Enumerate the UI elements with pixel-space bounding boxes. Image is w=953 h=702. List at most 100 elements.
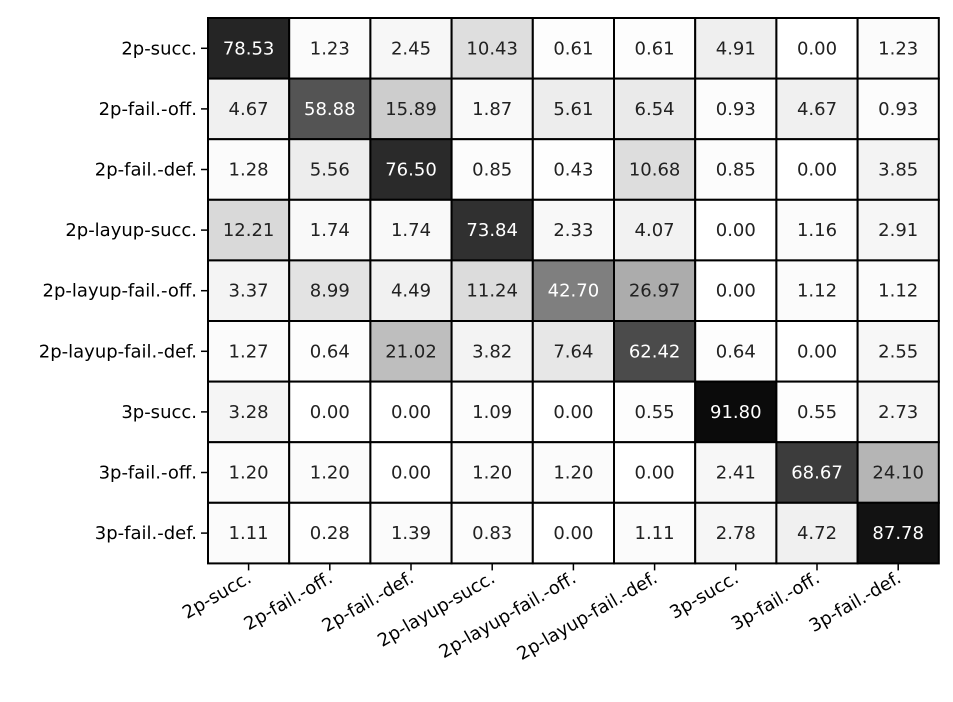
heatmap-cell [207, 441, 291, 504]
cell-value-label: 12.21 [223, 220, 275, 241]
heatmap-cell [613, 441, 697, 504]
row-tick-label: 2p-succ. [121, 38, 197, 59]
cell-value-label: 3.82 [472, 341, 512, 362]
cell-value-label: 4.67 [797, 99, 837, 120]
cell-value-label: 1.27 [229, 341, 269, 362]
cell-value-label: 2.33 [553, 220, 593, 241]
heatmap-cell [775, 320, 859, 383]
heatmap-cell [531, 380, 615, 444]
cell-value-label: 1.20 [553, 463, 593, 484]
heatmap-cell [856, 320, 940, 383]
heatmap-cell [531, 138, 615, 201]
heatmap-cell [856, 138, 940, 201]
heatmap-cell [369, 138, 453, 201]
cell-value-label: 0.00 [391, 463, 431, 484]
heatmap-cell [207, 198, 291, 262]
row-tick-label: 2p-fail.-def. [95, 160, 197, 181]
heatmap-cell [207, 320, 291, 383]
heatmap-cells: 78.53 1.23 2.45 10.43 0.61 0.61 4.91 0.00 1.23 4.… [207, 17, 940, 565]
heatmap-cell [856, 198, 940, 262]
cell-value-label: 11.24 [466, 281, 518, 302]
cell-value-label: 1.39 [391, 523, 431, 544]
heatmap-cell [288, 198, 372, 262]
cell-value-label: 0.55 [635, 402, 675, 423]
cell-value-label: 58.88 [304, 99, 356, 120]
heatmap-cell [207, 501, 291, 565]
cell-value-label: 1.11 [635, 523, 675, 544]
row-tick-label: 2p-fail.-off. [99, 99, 197, 120]
heatmap-cell [450, 138, 534, 201]
heatmap-cell [450, 501, 534, 565]
heatmap-cell [531, 77, 615, 141]
cell-value-label: 0.28 [310, 523, 350, 544]
heatmap-cell [207, 138, 291, 201]
cell-value-label: 0.64 [310, 341, 350, 362]
cell-value-label: 87.78 [872, 523, 924, 544]
cell-value-label: 1.20 [310, 463, 350, 484]
cell-value-label: 24.10 [872, 463, 924, 484]
cell-value-label: 3.85 [878, 160, 918, 181]
cell-value-label: 21.02 [385, 341, 437, 362]
cell-value-label: 0.93 [716, 99, 756, 120]
cell-value-label: 0.00 [553, 402, 593, 423]
heatmap-cell [369, 441, 453, 504]
heatmap-cell [613, 17, 697, 80]
heatmap-cell [207, 259, 291, 322]
cell-value-label: 0.00 [553, 523, 593, 544]
cell-value-label: 1.12 [797, 281, 837, 302]
cell-value-label: 0.85 [472, 160, 512, 181]
cell-value-label: 4.91 [716, 38, 756, 59]
heatmap-cell [288, 17, 372, 80]
cell-value-label: 1.74 [310, 220, 350, 241]
cell-value-label: 1.20 [472, 463, 512, 484]
heatmap-cell [450, 320, 534, 383]
cell-value-label: 4.07 [635, 220, 675, 241]
cell-value-label: 78.53 [223, 38, 275, 59]
cell-value-label: 68.67 [791, 463, 843, 484]
cell-value-label: 1.11 [229, 523, 269, 544]
cell-value-label: 0.00 [716, 281, 756, 302]
heatmap-cell [613, 501, 697, 565]
row-tick-label: 3p-succ. [121, 402, 197, 423]
heatmap-cell [856, 501, 940, 565]
row-tick-label: 2p-layup-fail.-def. [39, 341, 197, 362]
cell-value-label: 0.43 [553, 160, 593, 181]
cell-value-label: 1.16 [797, 220, 837, 241]
cell-value-label: 8.99 [310, 281, 350, 302]
heatmap-cell [450, 441, 534, 504]
cell-value-label: 1.28 [229, 160, 269, 181]
cell-value-label: 10.43 [466, 38, 518, 59]
heatmap-cell [369, 501, 453, 565]
row-tick-label: 2p-layup-succ. [65, 220, 197, 241]
cell-value-label: 5.56 [310, 160, 350, 181]
cell-value-label: 0.00 [391, 402, 431, 423]
heatmap-cell [207, 380, 291, 444]
heatmap-cell [369, 320, 453, 383]
cell-value-label: 3.37 [229, 281, 269, 302]
heatmap-cell [856, 77, 940, 141]
heatmap-cell [288, 501, 372, 565]
column-tick-labels: 2p-succ.2p-fail.-off.2p-fail.-def.2p-lay… [179, 563, 905, 665]
cell-value-label: 4.72 [797, 523, 837, 544]
column-tick-label: 2p-layup-fail.-def. [514, 568, 662, 665]
heatmap-cell [369, 77, 453, 141]
column-tick-label: 3p-fail.-def. [806, 568, 905, 637]
cell-value-label: 4.67 [229, 99, 269, 120]
cell-value-label: 0.00 [716, 220, 756, 241]
cell-value-label: 2.55 [878, 341, 918, 362]
heatmap-cell [856, 441, 940, 504]
cell-value-label: 76.50 [385, 160, 437, 181]
cell-value-label: 0.61 [553, 38, 593, 59]
cell-value-label: 1.12 [878, 281, 918, 302]
heatmap-cell [531, 501, 615, 565]
row-tick-label: 3p-fail.-def. [95, 523, 197, 544]
heatmap-cell [531, 320, 615, 383]
heatmap-cell [613, 259, 697, 322]
heatmap-cell [450, 198, 534, 262]
cell-value-label: 62.42 [629, 341, 681, 362]
cell-value-label: 1.23 [310, 38, 350, 59]
cell-value-label: 0.85 [716, 160, 756, 181]
cell-value-label: 91.80 [710, 402, 762, 423]
column-tick-label: 2p-layup-fail.-off. [436, 568, 580, 663]
